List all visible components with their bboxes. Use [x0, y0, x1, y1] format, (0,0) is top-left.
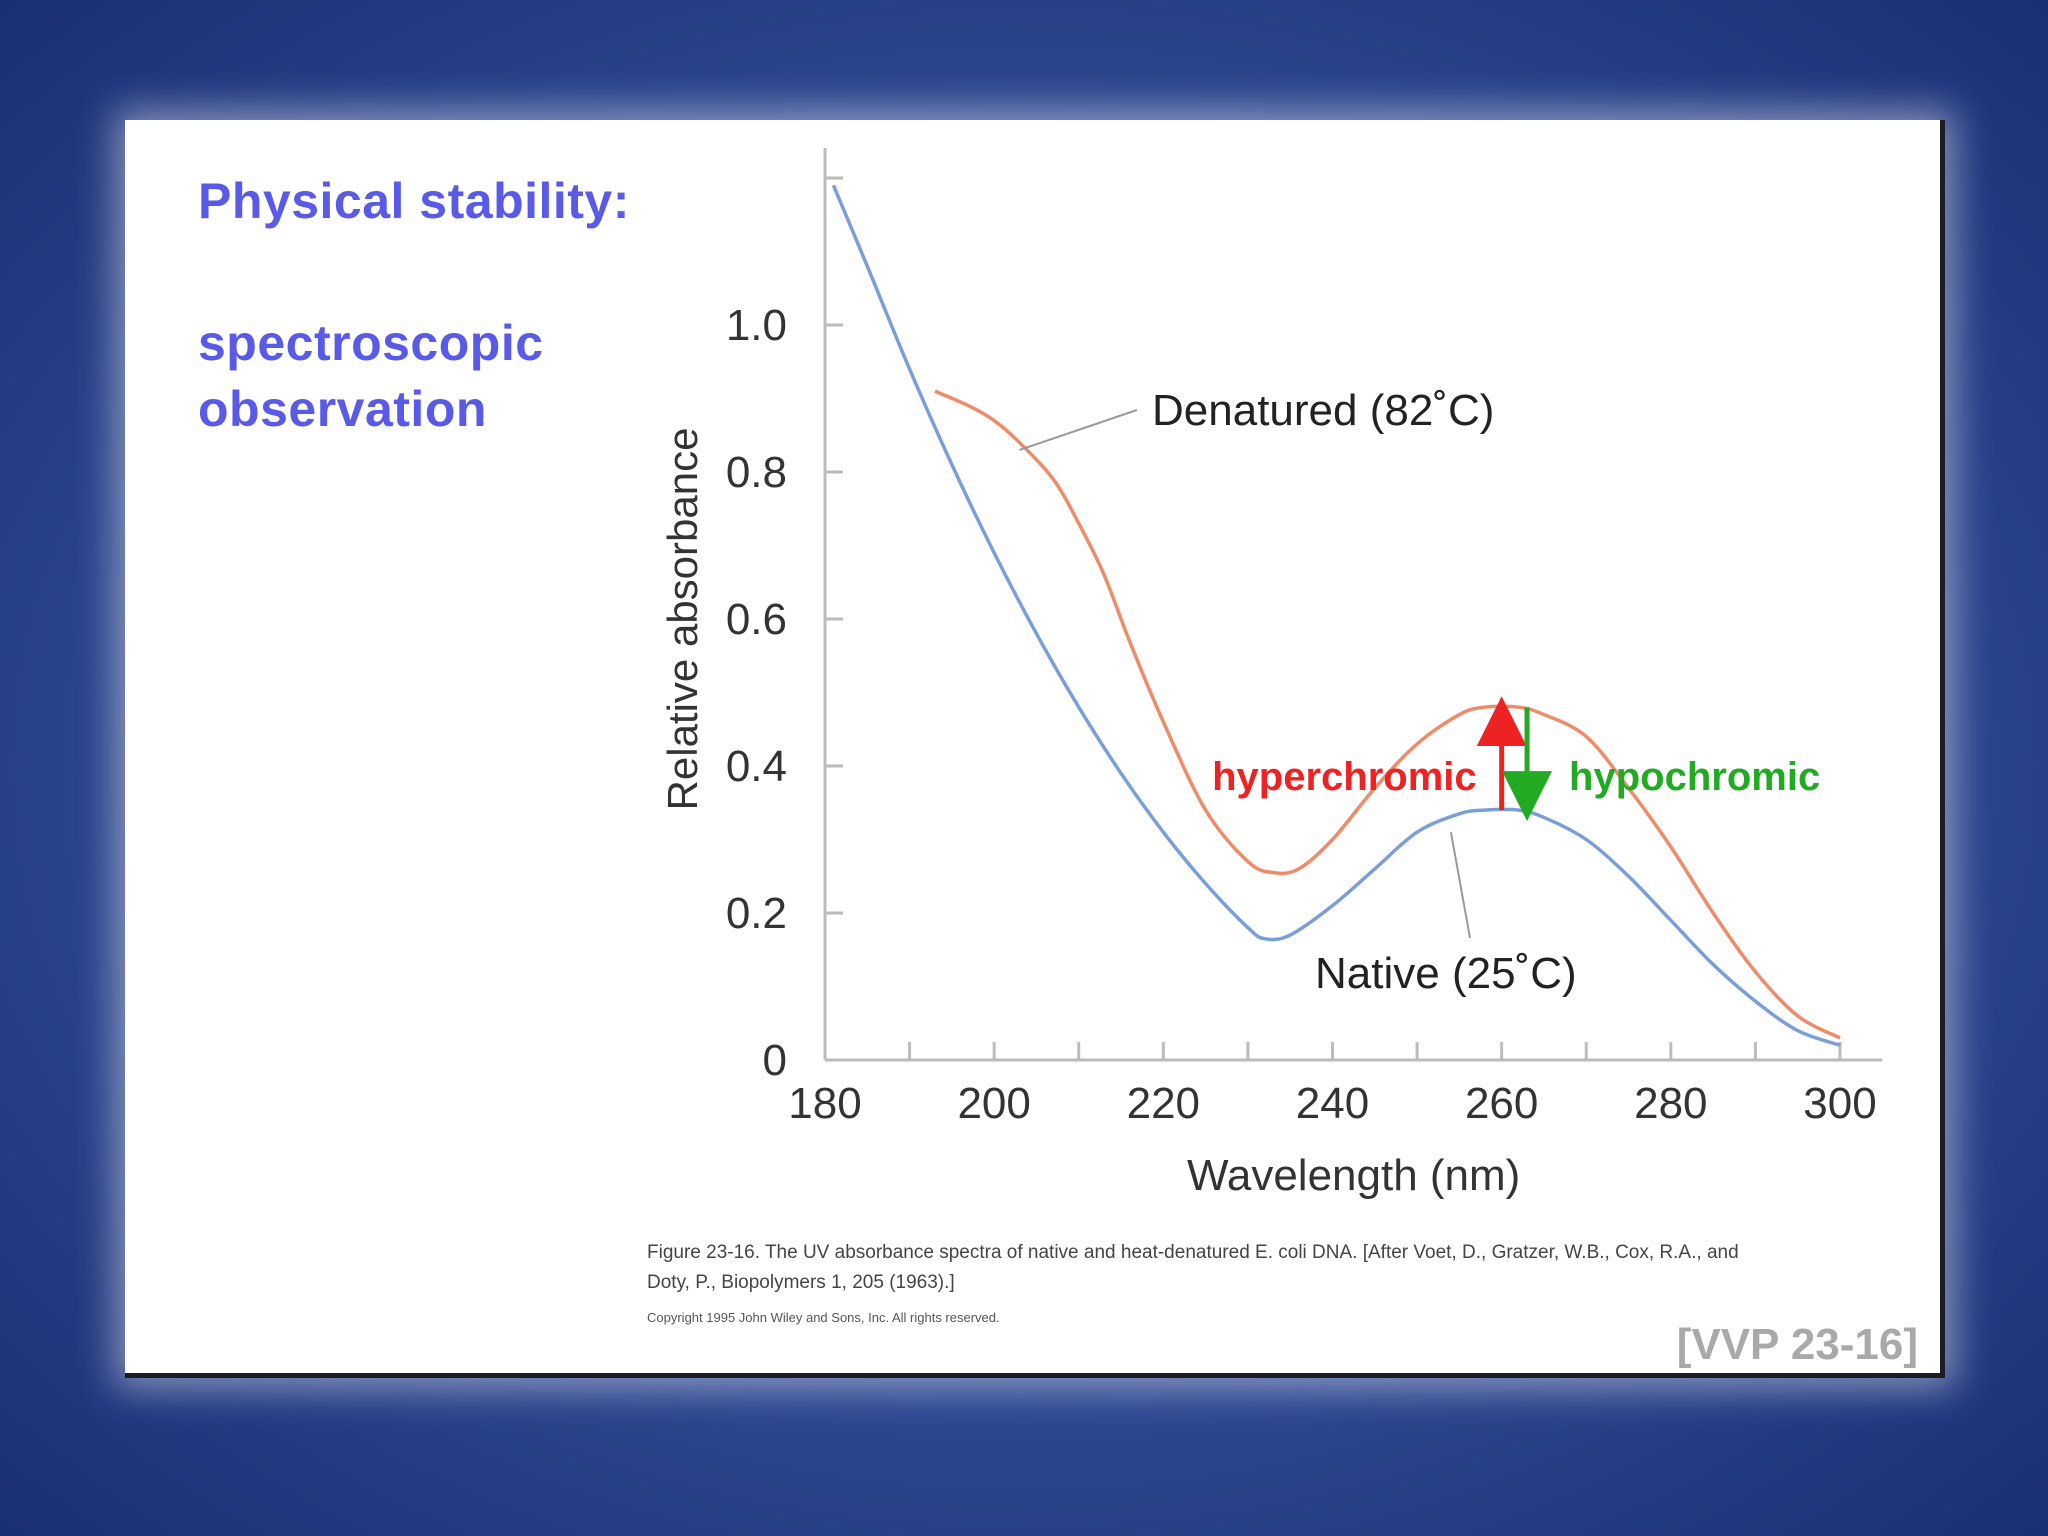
y-tick-label: 1.0 — [726, 301, 787, 350]
x-tick-label: 220 — [1127, 1079, 1200, 1128]
x-tick-label: 280 — [1634, 1079, 1707, 1128]
axes: 180 200 220 240 260 280 300 0 0.2 0.4 0.6 0.8 1.0 Wav… — [659, 148, 1883, 1200]
annotation-layer: Denatured (82˚C) Native (25˚C) hyperchromi… — [1019, 386, 1820, 998]
y-tick-label: 0.2 — [726, 889, 787, 938]
x-tick-label: 300 — [1803, 1079, 1876, 1128]
copyright-text: Copyright 1995 John Wiley and Sons, Inc.… — [647, 1310, 1000, 1325]
y-tick-label: 0 — [763, 1036, 787, 1085]
figure-caption: Figure 23-16. The UV absorbance spectra … — [647, 1242, 1739, 1293]
denatured-series-line — [934, 389, 1841, 1040]
x-tick-label: 180 — [788, 1079, 861, 1128]
hyperchromic-label: hyperchromic — [1212, 755, 1477, 799]
hypochromic-label: hypochromic — [1569, 755, 1820, 799]
y-tick-label: 0.6 — [726, 595, 787, 644]
y-axis-title: Relative absorbance — [659, 428, 706, 811]
y-tick-label: 0.8 — [726, 448, 787, 497]
x-tick-label: 260 — [1465, 1079, 1538, 1128]
x-tick-label: 240 — [1296, 1079, 1369, 1128]
y-tick-label: 0.4 — [726, 742, 787, 791]
denatured-leader-line — [1019, 409, 1138, 451]
slide-panel: Physical stability: spectroscopic observ… — [125, 120, 1945, 1378]
source-reference: [VVP 23-16] — [1676, 1320, 1918, 1369]
absorbance-chart: 180 200 220 240 260 280 300 0 0.2 0.4 0.6 0.8 1.0 Wav… — [659, 148, 1883, 1200]
x-tick-label: 200 — [957, 1079, 1030, 1128]
native-series-line — [831, 184, 1841, 1047]
denatured-label: Denatured (82˚C) — [1152, 386, 1494, 435]
x-axis-title: Wavelength (nm) — [1187, 1151, 1520, 1200]
native-label: Native (25˚C) — [1315, 949, 1577, 998]
series-layer — [831, 184, 1841, 1047]
slide-subtitle: spectroscopic observation — [198, 315, 544, 437]
slide-title: Physical stability: — [198, 173, 630, 229]
native-leader-line — [1449, 831, 1471, 939]
